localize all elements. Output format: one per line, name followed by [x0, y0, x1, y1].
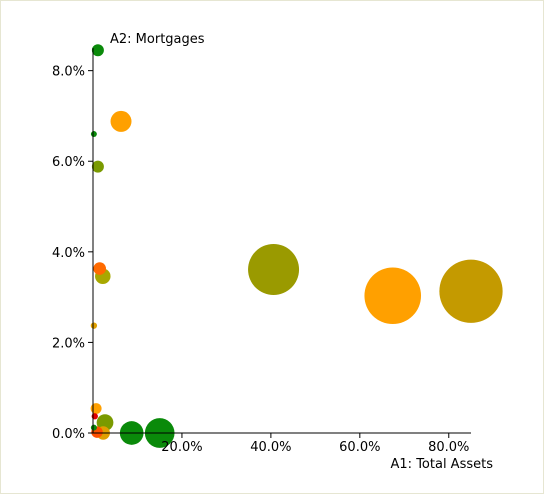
x-tick-label: 20.0%	[161, 440, 202, 455]
y-tick-label: 2.0%	[52, 336, 85, 351]
y-ticks: 0.0% 2.0% 4.0% 6.0% 8.0%	[52, 65, 93, 442]
x-axis-title: A1: Total Assets	[391, 457, 494, 472]
y-tick-label: 0.0%	[52, 427, 85, 442]
x-tick-label: 80.0%	[428, 440, 469, 455]
data-point[interactable]	[93, 262, 106, 275]
data-point[interactable]	[90, 424, 97, 431]
data-point[interactable]	[90, 403, 102, 415]
x-ticks: 20.0% 40.0% 60.0% 80.0%	[161, 433, 469, 455]
data-point[interactable]	[110, 110, 132, 132]
data-point[interactable]	[248, 243, 300, 295]
data-point[interactable]	[91, 160, 104, 173]
data-point[interactable]	[90, 322, 98, 329]
y-axis-title: A2: Mortgages	[110, 32, 205, 47]
points-layer	[90, 44, 503, 448]
data-point[interactable]	[439, 259, 503, 323]
y-tick-label: 8.0%	[52, 65, 85, 80]
data-point[interactable]	[364, 267, 422, 325]
y-tick-label: 4.0%	[52, 246, 85, 261]
x-tick-label: 60.0%	[339, 440, 380, 455]
x-tick-label: 40.0%	[250, 440, 291, 455]
y-tick-label: 6.0%	[52, 155, 85, 170]
data-point[interactable]	[91, 44, 104, 57]
data-point[interactable]	[90, 131, 97, 138]
